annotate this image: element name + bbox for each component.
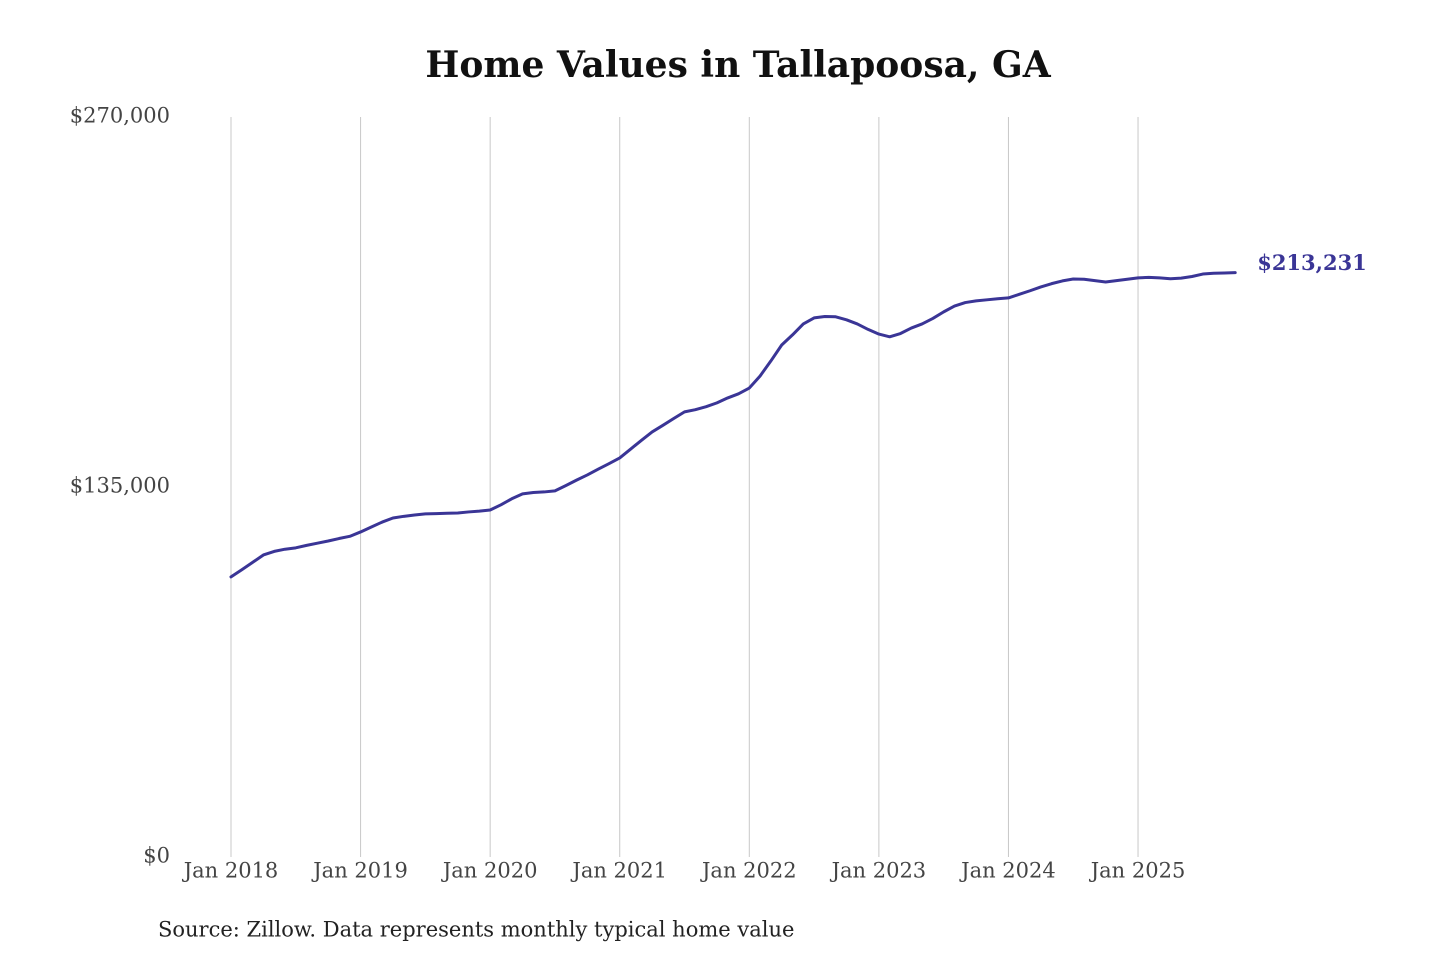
y-tick-label: $270,000 [70,104,170,128]
x-tick-label: Jan 2022 [700,859,797,883]
x-tick-label: Jan 2023 [830,859,927,883]
x-tick-label: Jan 2020 [441,859,538,883]
x-tick-label: Jan 2024 [959,859,1056,883]
value-label: $213,231 [1257,250,1367,275]
source-note: Source: Zillow. Data represents monthly … [158,918,794,942]
x-tick-label: Jan 2025 [1089,859,1186,883]
y-tick-label: $0 [143,844,170,868]
x-tick-label: Jan 2018 [182,859,279,883]
line-series [229,271,1237,579]
y-tick-label: $135,000 [70,474,170,498]
x-tick-label: Jan 2019 [311,859,408,883]
chart-title: Home Values in Tallapoosa, GA [425,44,1051,86]
x-tick-label: Jan 2021 [570,859,667,883]
